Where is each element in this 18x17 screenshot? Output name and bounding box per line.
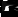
- Text: MnBPhen: MnBPhen: [5, 4, 18, 17]
- Text: Ce#1: Ce#1: [9, 0, 18, 2]
- Text: Nafion: Nafion: [3, 0, 18, 4]
